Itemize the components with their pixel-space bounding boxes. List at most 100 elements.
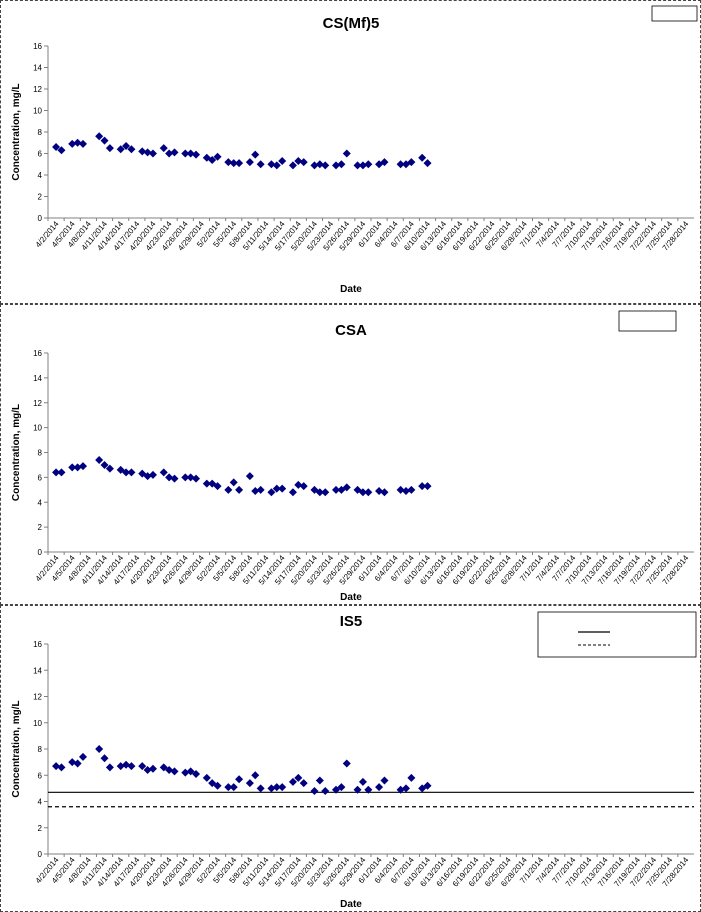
data-point xyxy=(245,158,254,167)
data-point xyxy=(73,759,82,768)
data-point xyxy=(181,768,190,777)
data-point xyxy=(332,161,341,170)
data-point xyxy=(78,139,87,148)
data-point xyxy=(68,139,77,148)
y-tick-label: 16 xyxy=(33,349,42,358)
y-tick-label: 0 xyxy=(38,850,43,859)
data-point xyxy=(423,482,432,491)
data-point xyxy=(358,488,367,497)
data-point xyxy=(68,463,77,472)
data-point xyxy=(267,784,276,793)
data-point xyxy=(380,488,389,497)
chart-csa: CSA02468101214164/2/20144/5/20144/8/2014… xyxy=(11,310,694,603)
data-point xyxy=(127,762,136,771)
data-point xyxy=(208,779,217,788)
data-point xyxy=(122,141,131,150)
data-point xyxy=(208,155,217,164)
data-point xyxy=(288,161,297,170)
data-point xyxy=(73,463,82,472)
data-point xyxy=(278,484,287,493)
x-axis-label: Date xyxy=(340,592,362,603)
data-point xyxy=(186,767,195,776)
data-point xyxy=(122,468,131,477)
y-axis-label: Concentration, mg/L xyxy=(11,700,22,797)
y-tick-label: 4 xyxy=(38,171,43,180)
data-point xyxy=(337,783,346,792)
y-tick-label: 2 xyxy=(38,193,43,202)
data-point xyxy=(165,149,174,158)
y-tick-label: 8 xyxy=(38,449,43,458)
y-axis-label: Concentration, mg/L xyxy=(11,404,22,501)
data-point xyxy=(127,145,136,154)
data-point xyxy=(272,161,281,170)
y-tick-label: 10 xyxy=(33,719,42,728)
data-point xyxy=(116,145,125,154)
data-point xyxy=(57,146,66,155)
data-point xyxy=(288,488,297,497)
data-point xyxy=(407,773,416,782)
data-point xyxy=(235,159,244,168)
data-point xyxy=(192,474,201,483)
data-point xyxy=(337,160,346,169)
data-point xyxy=(418,784,427,793)
y-tick-label: 14 xyxy=(33,666,42,675)
y-tick-label: 12 xyxy=(33,85,42,94)
chart-panel-csa: CSA 0 2 4 6 8 10 12 14 16 4/2/2014 4/5/2014 4/8/2014… xyxy=(0,304,701,605)
data-point xyxy=(310,787,319,795)
x-axis-label: Date xyxy=(340,284,362,295)
data-point xyxy=(224,158,233,167)
data-point xyxy=(122,760,131,769)
data-point xyxy=(315,488,324,497)
data-point xyxy=(364,160,373,169)
data-point xyxy=(423,781,432,790)
data-point xyxy=(245,472,254,481)
data-point xyxy=(170,148,179,157)
y-tick-label: 8 xyxy=(38,745,43,754)
data-point xyxy=(396,785,405,794)
data-point xyxy=(213,482,222,491)
data-point xyxy=(299,482,308,491)
data-point xyxy=(267,488,276,497)
legend-box xyxy=(537,611,697,658)
data-point xyxy=(148,764,157,773)
data-point xyxy=(342,149,351,158)
y-tick-label: 8 xyxy=(38,128,43,137)
y-axis-label: Concentration, mg/L xyxy=(11,83,22,180)
data-point xyxy=(418,482,427,491)
data-point xyxy=(68,758,77,767)
y-tick-label: 2 xyxy=(38,824,43,833)
data-point xyxy=(299,779,308,788)
data-point xyxy=(267,160,276,169)
data-point xyxy=(73,138,82,147)
data-point xyxy=(256,784,265,793)
data-point xyxy=(380,158,389,167)
data-point xyxy=(127,468,136,477)
data-point xyxy=(78,752,87,761)
data-point xyxy=(299,158,308,167)
y-tick-label: 6 xyxy=(38,150,43,159)
data-point xyxy=(353,161,362,170)
data-point xyxy=(321,161,330,170)
data-point xyxy=(278,157,287,166)
data-point xyxy=(116,762,125,771)
y-tick-label: 14 xyxy=(33,374,42,383)
data-point xyxy=(229,159,238,168)
data-point xyxy=(278,783,287,792)
data-point xyxy=(380,776,389,785)
data-point xyxy=(105,144,114,153)
data-point xyxy=(358,777,367,786)
data-point xyxy=(332,785,341,794)
data-point xyxy=(52,143,61,152)
data-point xyxy=(105,763,114,772)
data-point xyxy=(165,473,174,482)
y-tick-label: 16 xyxy=(33,640,42,649)
data-point xyxy=(186,473,195,482)
y-tick-label: 12 xyxy=(33,399,42,408)
data-point xyxy=(224,783,233,792)
data-point xyxy=(272,484,281,493)
data-point xyxy=(315,776,324,785)
y-tick-label: 2 xyxy=(38,523,43,532)
chart-title: IS5 xyxy=(340,613,363,630)
data-point xyxy=(342,483,351,492)
y-tick-label: 12 xyxy=(33,693,42,702)
